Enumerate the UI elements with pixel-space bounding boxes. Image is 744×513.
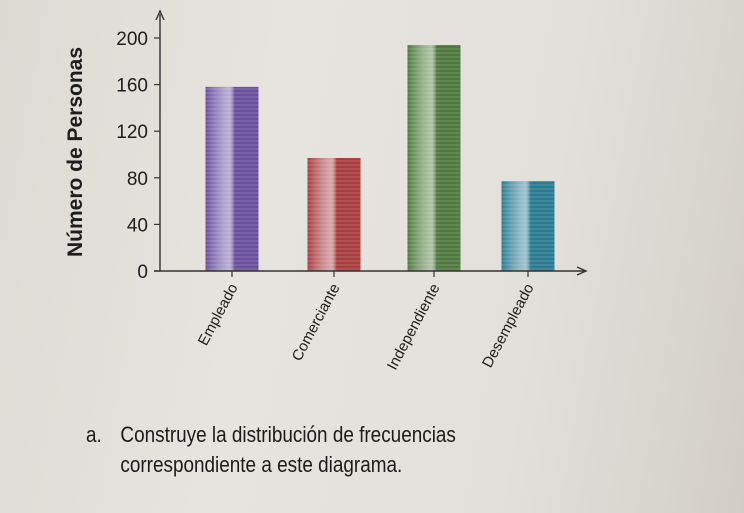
y-tick-label: 80: [127, 169, 148, 190]
y-tick-label: 120: [116, 122, 148, 143]
x-tick-label-desempleado: Desempleado: [479, 281, 537, 371]
bar-texture: [307, 157, 361, 271]
caption-line-2: correspondiente a este diagrama.: [120, 452, 403, 477]
x-tick-label-empleado: Empleado: [195, 281, 242, 349]
x-tick-label-comerciante: Comerciante: [289, 281, 344, 364]
y-tick-label: 160: [116, 76, 148, 97]
bar-texture: [407, 44, 461, 271]
x-axis-arrow: [576, 266, 588, 276]
y-tick-label: 40: [127, 215, 148, 236]
bar-texture: [205, 86, 259, 272]
y-axis-arrow: [155, 9, 165, 21]
y-axis-label: Número de Personas: [64, 47, 87, 257]
y-tick-label: 0: [137, 262, 148, 283]
item-marker: a.: [86, 422, 102, 447]
caption-line-1: Construye la distribución de frecuencias: [120, 422, 456, 447]
bar-texture: [501, 181, 555, 271]
x-tick-label-independiente: Independiente: [384, 281, 444, 373]
exercise-caption: a. Construye la distribución de frecuenci…: [86, 420, 568, 480]
y-tick-label: 200: [116, 29, 148, 50]
